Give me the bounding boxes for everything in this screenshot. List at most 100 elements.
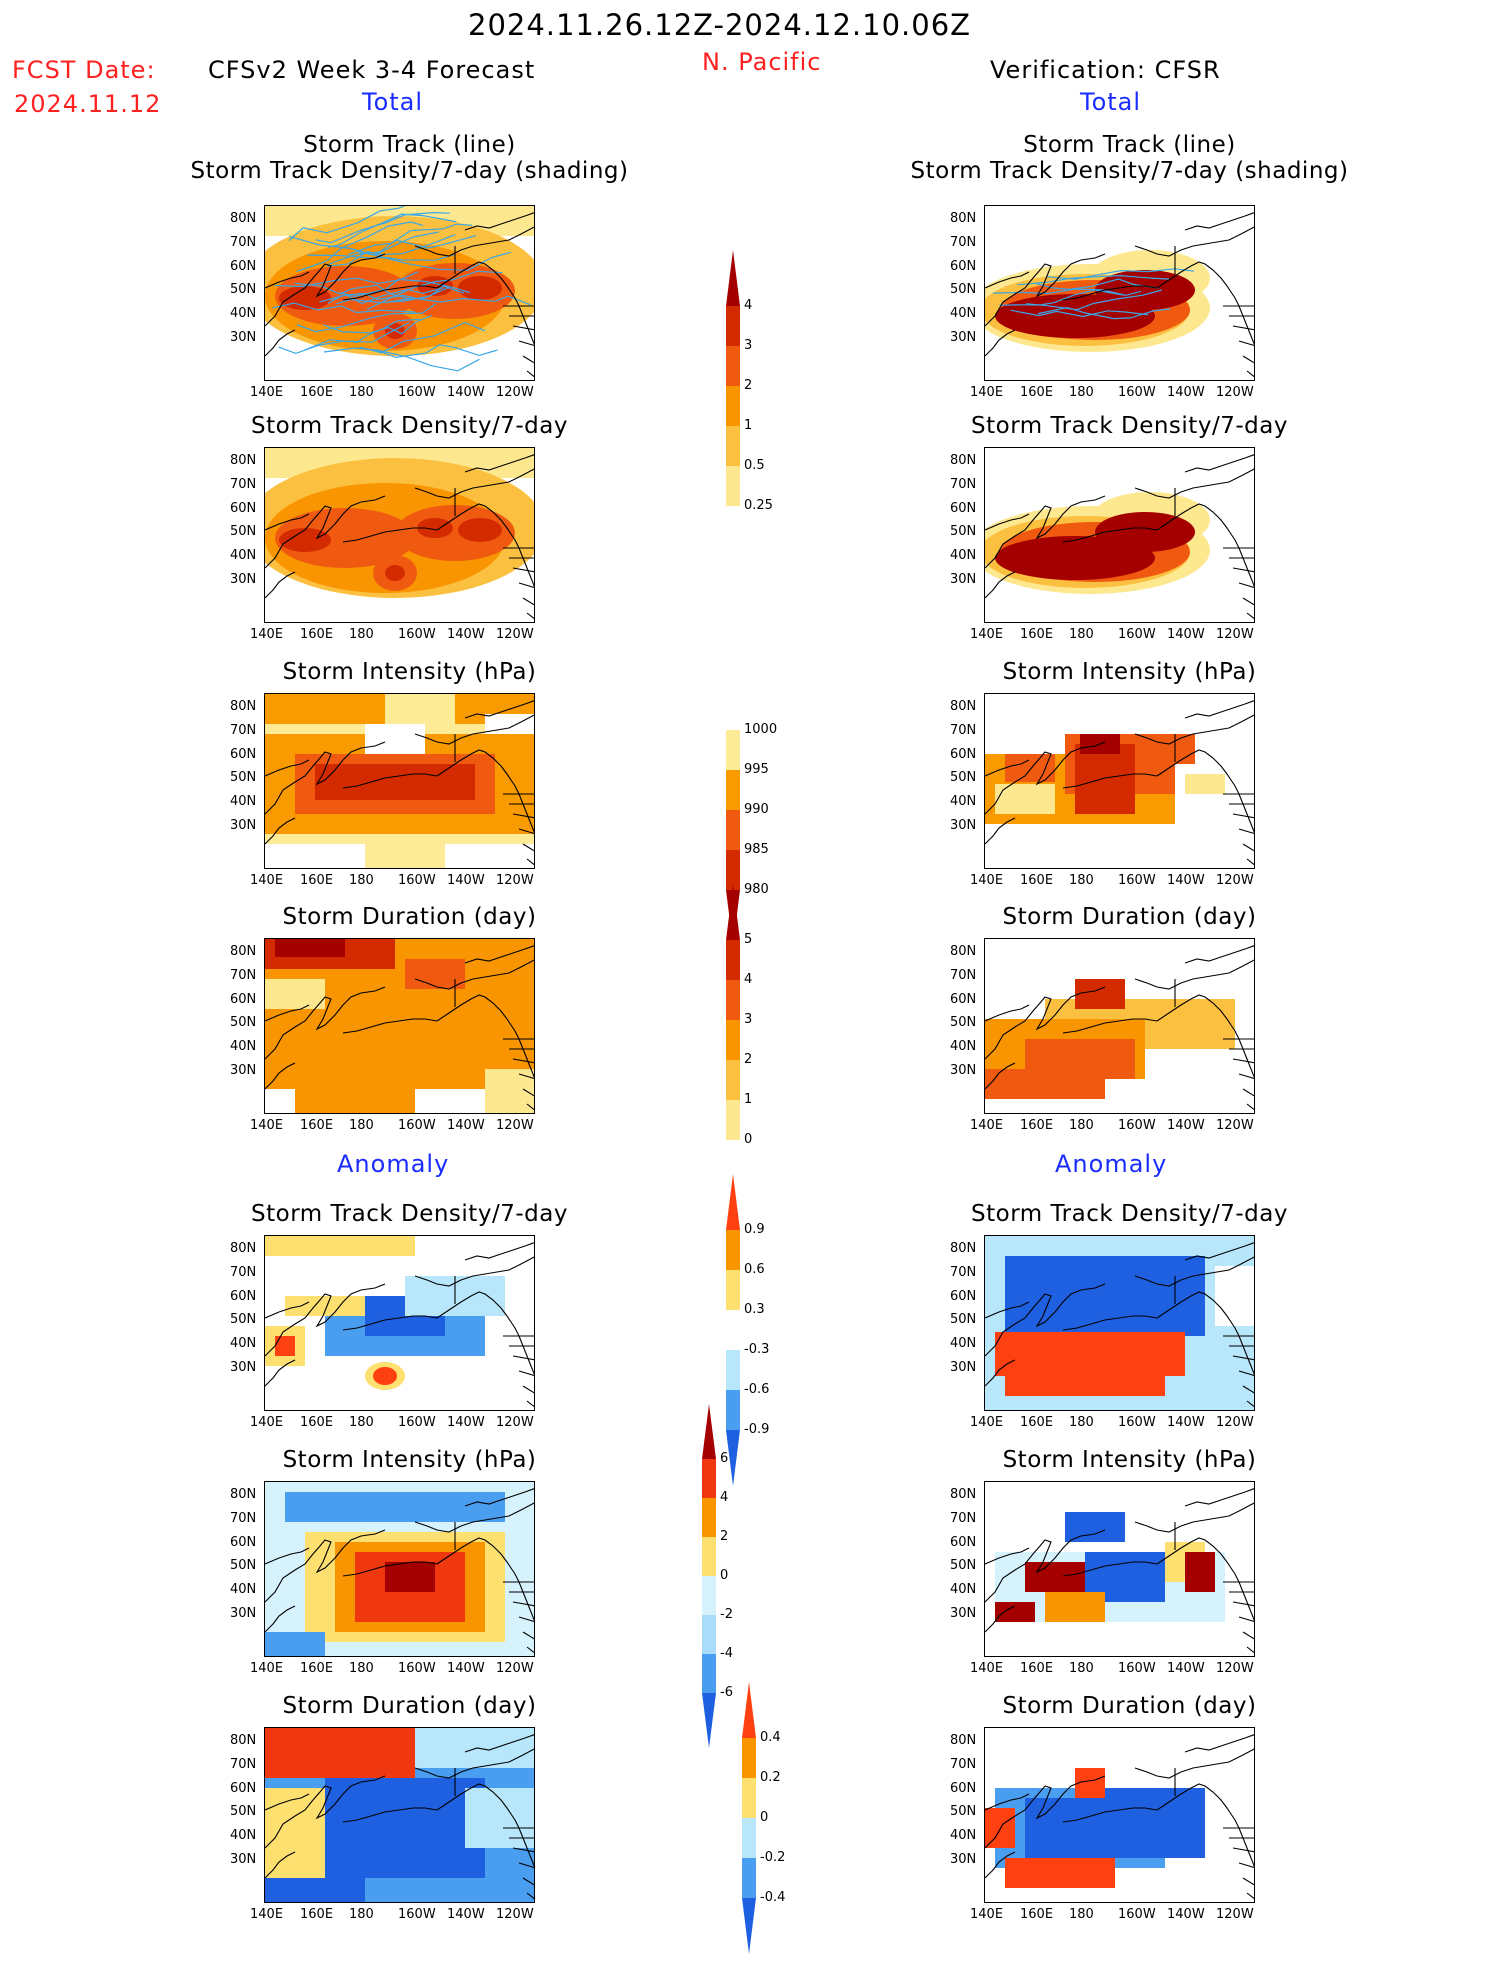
coastline (1184, 1734, 1254, 1753)
colorbar-intensity (726, 690, 740, 946)
lat-label: 80N (950, 453, 977, 468)
field-cell (1075, 979, 1125, 1009)
lon-label: 120W (496, 1907, 534, 1922)
coastline (1184, 212, 1254, 231)
lon-label: 160W (1118, 1415, 1156, 1430)
lon-label: 160W (1118, 1118, 1156, 1133)
colorbar-segment (742, 1778, 756, 1818)
map-panel (264, 1727, 535, 1903)
coastline (985, 986, 1106, 1060)
storm-track-line (272, 302, 415, 314)
coastline (1184, 454, 1254, 473)
lon-label: 180 (1069, 627, 1094, 642)
colorbar-label: 1 (744, 418, 753, 433)
lon-label: 160E (300, 627, 334, 642)
colorbar-label: 980 (744, 882, 769, 897)
lon-label: 160E (1020, 627, 1054, 642)
colorbar-segment (702, 1615, 716, 1654)
lat-label: 30N (230, 1852, 257, 1867)
storm-track-line (288, 206, 406, 241)
lat-label: 60N (230, 1289, 257, 1304)
coastline (1242, 597, 1254, 606)
coastline (1156, 1537, 1254, 1621)
field-cell (285, 1492, 505, 1522)
lon-label: 180 (349, 385, 374, 400)
storm-track-line (358, 251, 512, 271)
coastline (265, 1605, 296, 1633)
anomaly-blank (1215, 1266, 1254, 1326)
coastline (1246, 612, 1254, 620)
lon-label: 140W (447, 873, 485, 888)
lon-label: 140W (1167, 873, 1205, 888)
coastline (985, 1301, 1030, 1319)
lon-label: 140E (250, 873, 284, 888)
coastline (265, 1359, 296, 1387)
lon-label: 180 (349, 1907, 374, 1922)
map-panel (264, 1235, 535, 1411)
lon-label: 160E (300, 385, 334, 400)
lat-label: 60N (950, 1535, 977, 1550)
coastline (265, 571, 296, 599)
intensity-blank (265, 844, 365, 868)
lon-label: 140E (250, 1661, 284, 1676)
coastline (1242, 1877, 1254, 1886)
coastline (436, 503, 534, 587)
coastline (1238, 1862, 1254, 1868)
coastline (526, 370, 534, 378)
colorbar-segment (726, 770, 740, 810)
coastline (265, 253, 386, 327)
coastline (1134, 714, 1254, 745)
colorbar-segment (726, 690, 740, 730)
coastline (522, 1631, 534, 1640)
coastline (1238, 1073, 1254, 1079)
coastline (985, 513, 1030, 531)
lon-label: 140E (250, 385, 284, 400)
panel-title: Storm Track Density/7-day (251, 413, 568, 439)
coastline (526, 612, 534, 620)
map-field (265, 1728, 534, 1902)
field-cell (325, 1778, 485, 1878)
lon-label: 120W (496, 873, 534, 888)
lon-label: 140W (1167, 385, 1205, 400)
colorbar-label: 0.5 (744, 458, 765, 473)
lon-label: 140W (1167, 1907, 1205, 1922)
lat-label: 40N (950, 1828, 977, 1843)
lat-label: 70N (230, 1757, 257, 1772)
coastline (1156, 503, 1254, 587)
colorbar-label: 0.4 (760, 1730, 781, 1745)
lon-label: 140W (447, 1118, 485, 1133)
coastline (436, 1537, 534, 1621)
colorbar-label: 985 (744, 842, 769, 857)
coastline (265, 1529, 386, 1603)
coastline (985, 271, 1030, 289)
colorbar-segment (726, 506, 740, 546)
coastline (464, 700, 534, 719)
map-panel (264, 693, 535, 869)
coastline (1156, 994, 1254, 1078)
lon-label: 160W (398, 1661, 436, 1676)
coastline (522, 843, 534, 852)
coastline (1238, 828, 1254, 834)
lon-label: 180 (349, 873, 374, 888)
lat-label: 60N (950, 1289, 977, 1304)
coastline (512, 813, 534, 819)
colorbar-segment (726, 1350, 740, 1390)
colorbar-segment (742, 1738, 756, 1778)
coastline (1062, 1315, 1158, 1331)
coastline (1184, 700, 1254, 719)
lat-label: 40N (230, 794, 257, 809)
storm-track-line (375, 344, 498, 359)
lon-label: 120W (1216, 1415, 1254, 1430)
lat-label: 30N (230, 818, 257, 833)
coastline (265, 1283, 386, 1357)
lon-label: 180 (349, 1415, 374, 1430)
coastline (985, 253, 1106, 327)
field-blob (458, 518, 502, 542)
colorbar-segment (742, 1858, 756, 1898)
colorbar-segment (702, 1537, 716, 1576)
coastline (1062, 773, 1158, 789)
map-panel (264, 447, 535, 623)
storm-track-line (366, 270, 503, 311)
lat-label: 70N (950, 723, 977, 738)
forecast-title: CFSv2 Week 3-4 Forecast (208, 56, 536, 84)
